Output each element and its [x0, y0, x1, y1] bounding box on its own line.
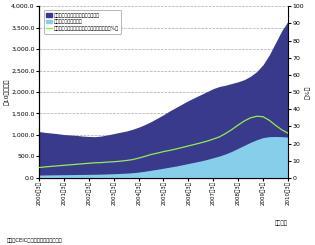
Text: 資料：CEICデータベースから作成。: 資料：CEICデータベースから作成。: [6, 238, 62, 243]
Y-axis label: （%）: （%）: [305, 85, 311, 99]
Legend: 外国（含　中国）が購入した米国債, 中国が購入した米国債, 外国が購入した米国債の内、中国の保有率（%）: 外国（含 中国）が購入した米国債, 中国が購入した米国債, 外国が購入した米国債…: [44, 10, 121, 34]
Y-axis label: （10億ドル）: （10億ドル）: [4, 79, 10, 105]
Text: （年月）: （年月）: [275, 220, 288, 226]
